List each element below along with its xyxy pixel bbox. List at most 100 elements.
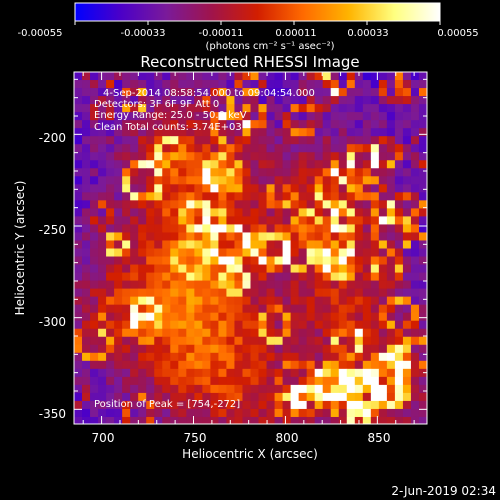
image-pixel-192 <box>202 104 211 113</box>
image-pixel-1318 <box>410 304 420 314</box>
y-axis-label: Heliocentric Y (arcsec) <box>13 181 27 316</box>
image-pixel-1407 <box>418 320 427 330</box>
image-pixel-301 <box>370 120 380 129</box>
image-pixel-242 <box>250 112 259 121</box>
image-pixel-1789 <box>306 392 316 402</box>
image-pixel-1618 <box>346 360 356 370</box>
image-pixel-897 <box>210 232 219 241</box>
image-pixel-152 <box>234 96 243 105</box>
image-pixel-1753 <box>370 384 380 394</box>
image-pixel-566 <box>378 168 388 177</box>
image-pixel-486 <box>90 160 99 169</box>
image-pixel-204 <box>298 104 308 113</box>
image-pixel-1644 <box>202 368 211 378</box>
image-pixel-133 <box>82 96 91 105</box>
image-pixel-1747 <box>322 384 332 394</box>
image-pixel-1242 <box>154 296 163 306</box>
image-pixel-1285 <box>146 304 155 314</box>
image-pixel-1059 <box>98 264 107 273</box>
image-pixel-861 <box>274 224 283 233</box>
image-pixel-1515 <box>226 344 235 354</box>
image-pixel-791 <box>418 208 427 217</box>
image-pixel-703 <box>418 192 427 201</box>
image-pixel-1049 <box>370 256 380 265</box>
colorbar-tick-label-5: 0.00055 <box>437 28 478 39</box>
image-pixel-1560 <box>234 352 243 362</box>
image-pixel-398 <box>90 144 99 153</box>
image-pixel-1590 <box>122 360 131 370</box>
image-pixel-504 <box>234 160 243 169</box>
image-pixel-1350 <box>314 312 324 322</box>
image-pixel-781 <box>338 208 348 217</box>
image-pixel-1308 <box>330 304 340 314</box>
image-pixel-968 <box>74 248 83 257</box>
image-pixel-1833 <box>306 400 316 410</box>
image-pixel-1771 <box>162 392 171 402</box>
image-pixel-406 <box>154 144 163 153</box>
image-pixel-181 <box>114 104 123 113</box>
image-pixel-745 <box>402 200 412 209</box>
image-pixel-1154 <box>154 280 163 290</box>
image-pixel-694 <box>346 192 356 201</box>
image-pixel-129 <box>402 88 412 97</box>
image-pixel-1840 <box>362 400 372 410</box>
image-pixel-1314 <box>378 304 388 314</box>
image-pixel-1923 <box>322 416 332 424</box>
image-pixel-29 <box>306 72 316 81</box>
image-pixel-1647 <box>226 368 235 378</box>
image-pixel-1849 <box>82 408 91 418</box>
image-pixel-1004 <box>362 248 372 257</box>
image-pixel-964 <box>394 240 404 249</box>
annotation-clean-counts: Clean Total counts: 3.74E+03 <box>94 122 242 133</box>
image-pixel-227 <box>130 112 139 121</box>
image-pixel-327 <box>226 128 235 137</box>
image-pixel-340 <box>330 128 340 137</box>
image-pixel-792 <box>74 216 83 225</box>
image-pixel-93 <box>114 88 123 97</box>
image-pixel-1287 <box>162 304 171 314</box>
image-pixel-868 <box>330 224 340 233</box>
image-pixel-214 <box>378 104 388 113</box>
image-pixel-169 <box>370 96 380 105</box>
image-pixel-560 <box>330 168 340 177</box>
image-pixel-536 <box>138 168 147 177</box>
image-pixel-1240 <box>138 296 147 306</box>
image-pixel-1724 <box>138 384 147 394</box>
image-pixel-444 <box>106 152 115 161</box>
image-pixel-545 <box>210 168 219 177</box>
image-pixel-997 <box>306 248 316 257</box>
image-pixel-126 <box>378 88 388 97</box>
image-pixel-137 <box>114 96 123 105</box>
image-pixel-1252 <box>234 296 243 306</box>
image-pixel-1024 <box>170 256 179 265</box>
image-pixel-408 <box>170 144 179 153</box>
image-pixel-1892 <box>74 416 83 424</box>
image-pixel-1854 <box>122 408 131 418</box>
image-pixel-1893 <box>82 416 91 424</box>
image-pixel-799 <box>130 216 139 225</box>
image-pixel-240 <box>234 112 243 121</box>
image-pixel-1351 <box>322 312 332 322</box>
image-pixel-933 <box>146 240 155 249</box>
image-pixel-1695 <box>258 376 267 386</box>
image-pixel-585 <box>178 176 187 185</box>
image-pixel-1526 <box>314 344 324 354</box>
image-pixel-834 <box>410 216 420 225</box>
image-pixel-971 <box>98 248 107 257</box>
image-pixel-972 <box>106 248 115 257</box>
image-pixel-1895 <box>98 416 107 424</box>
image-pixel-719 <box>194 200 203 209</box>
image-pixel-643 <box>290 184 300 193</box>
image-pixel-1389 <box>274 320 283 330</box>
image-pixel-626 <box>154 184 163 193</box>
image-pixel-1425 <box>210 328 219 338</box>
image-pixel-40 <box>394 72 404 81</box>
image-pixel-1304 <box>298 304 308 314</box>
y-tick-label-3: -350 <box>39 407 66 421</box>
image-pixel-764 <box>202 208 211 217</box>
image-pixel-1646 <box>218 368 227 378</box>
image-pixel-564 <box>362 168 372 177</box>
image-pixel-1147 <box>98 280 107 290</box>
image-pixel-14 <box>186 72 195 81</box>
image-pixel-1270 <box>378 296 388 306</box>
